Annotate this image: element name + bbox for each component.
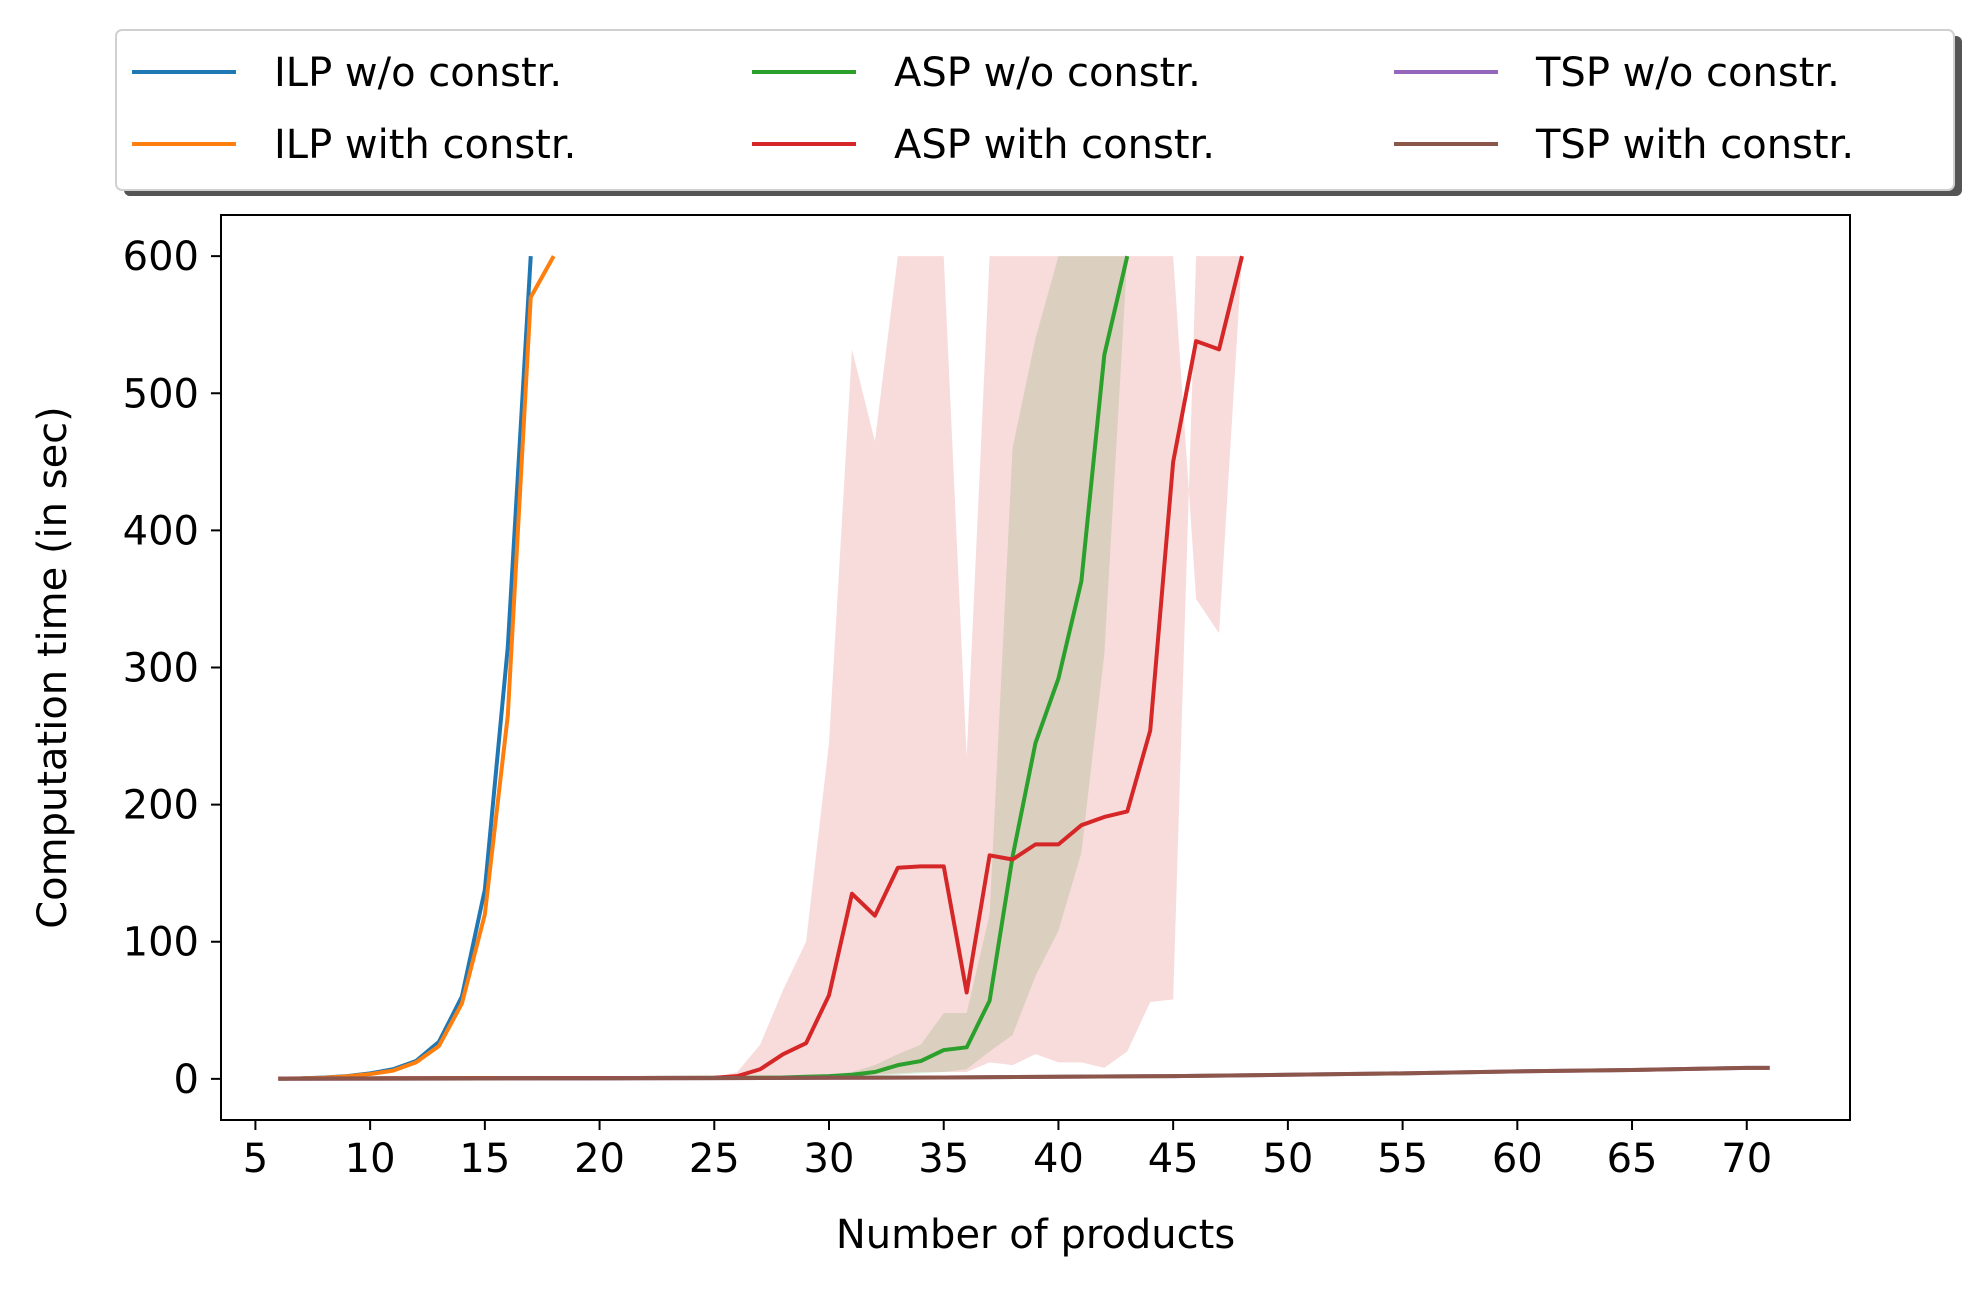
y-tick-label: 0 — [174, 1057, 199, 1103]
series-lines — [278, 255, 1770, 1081]
series-line-tsp-with-constr — [278, 1065, 1770, 1081]
legend-label-tsp-with-constr: TSP with constr. — [1535, 122, 1854, 168]
band-asp-with-constr — [278, 256, 1242, 1079]
legend-label-ilp-w-o-constr: ILP w/o constr. — [274, 50, 562, 96]
x-tick-label: 10 — [345, 1136, 396, 1182]
x-tick-label: 70 — [1721, 1136, 1772, 1182]
x-tick-label: 30 — [804, 1136, 855, 1182]
y-tick-label: 300 — [123, 646, 199, 692]
legend-label-asp-with-constr: ASP with constr. — [894, 122, 1215, 168]
y-tick-label: 400 — [123, 508, 199, 554]
y-tick-label: 500 — [123, 371, 199, 417]
x-tick-label: 15 — [459, 1136, 510, 1182]
y-tick-label: 100 — [123, 920, 199, 966]
x-tick-label: 5 — [243, 1136, 268, 1182]
x-tick-label: 20 — [574, 1136, 625, 1182]
y-axis: 0 100 200 300 400 500 600 — [123, 234, 221, 1103]
x-tick-label: 55 — [1377, 1136, 1428, 1182]
y-tick-label: 200 — [123, 783, 199, 829]
confidence-bands — [278, 256, 1242, 1079]
x-tick-label: 45 — [1148, 1136, 1199, 1182]
x-tick-label: 40 — [1033, 1136, 1084, 1182]
x-axis-label: Number of products — [836, 1212, 1235, 1258]
legend-label-asp-w-o-constr: ASP w/o constr. — [894, 50, 1201, 96]
x-tick-label: 65 — [1607, 1136, 1658, 1182]
legend-label-tsp-w-o-constr: TSP w/o constr. — [1535, 50, 1840, 96]
series-line-ilp-with-constr — [278, 255, 556, 1081]
band-asp-w-o-constr — [278, 256, 1128, 1079]
legend: ILP w/o constr. ILP with constr. ASP w/o c… — [115, 29, 1962, 196]
x-axis: 5 10 15 20 25 30 35 40 45 50 55 60 65 70 — [243, 1120, 1772, 1182]
legend-label-ilp-with-constr: ILP with constr. — [274, 122, 576, 168]
y-axis-label: Computation time (in sec) — [30, 406, 76, 929]
x-tick-label: 35 — [918, 1136, 969, 1182]
series-line-ilp-w-o-constr — [278, 256, 533, 1081]
x-tick-label: 25 — [689, 1136, 740, 1182]
y-tick-label: 600 — [123, 234, 199, 280]
x-tick-label: 60 — [1492, 1136, 1543, 1182]
x-tick-label: 50 — [1262, 1136, 1313, 1182]
